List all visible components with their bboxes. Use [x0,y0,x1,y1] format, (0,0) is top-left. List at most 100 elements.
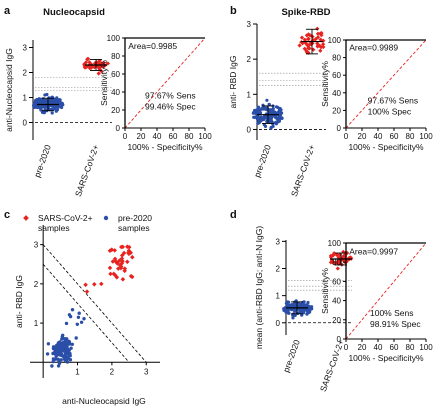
y-axis-label-d: mean (anti-RBD IgG; anti-N IgG) [254,226,264,349]
point-c-pre2020 [77,311,81,315]
point-a-pre2020 [41,99,45,103]
category-label-d-1: SARS-CoV-2+ [318,338,346,393]
panel-letter-b: b [230,5,237,17]
panel-letter-c: c [4,209,10,221]
roc-x-tick-label-b-roc-20: 20 [358,132,367,141]
roc-y-tick-label-d-roc-40: 40 [332,297,341,306]
point-a-pre2020 [59,102,64,106]
roc-y-tick-label-b-roc-20: 20 [332,106,341,115]
point-a-pre2020 [43,105,47,109]
roc-y-tick-label-a-roc-100: 100 [107,34,121,43]
point-c-sars [107,265,113,271]
point-a-sars [82,65,88,70]
legend-sublabel-1: samples [118,223,150,233]
point-c-sars [122,266,128,271]
y-tick-label-d-2: 2 [276,265,281,274]
point-c-pre2020 [56,364,61,368]
point-c-pre2020 [57,359,61,363]
point-a-pre2020 [57,98,61,103]
roc-y-tick-label-b-roc-40: 40 [332,89,341,98]
point-b-pre2020 [267,108,271,112]
category-label-d-0: pre-2020 [281,338,302,374]
point-c-pre2020 [55,351,59,355]
point-c-pre2020 [60,337,64,341]
roc-diagonal-d-roc [345,242,427,340]
point-b-sars [297,43,302,48]
point-d-pre2020 [287,311,291,315]
point-a-pre2020 [50,107,54,111]
roc-curve-b-roc [345,39,426,128]
point-b-pre2020 [258,111,262,115]
point-d-sars [335,266,340,271]
roc-x-label-a-roc: 100% - Specificity% [127,142,203,152]
point-c-sars [116,266,121,271]
point-b-sars [318,48,323,53]
roc-x-tick-label-a-roc-80: 80 [185,132,194,141]
roc-y-tick-label-a-roc-0: 0 [116,124,121,133]
point-b-pre2020 [279,111,283,115]
roc-auc-text-d-roc: Area=0.9997 [349,247,398,257]
point-c-pre2020 [64,321,69,326]
roc-x-tick-label-d-roc-100: 100 [419,343,433,352]
point-b-pre2020 [260,106,264,110]
point-c-pre2020 [76,315,81,319]
roc-y-tick-label-a-roc-20: 20 [111,106,120,115]
point-d-pre2020 [306,309,310,313]
roc-y-tick-label-d-roc-80: 80 [332,258,341,267]
category-label-b-1: SARS-CoV-2+ [289,143,317,198]
y-tick-label-c-3: 3 [34,241,39,250]
point-c-pre2020 [65,360,70,364]
roc-x-tick-label-b-roc-60: 60 [390,132,399,141]
x-tick-label-c-1: 1 [75,367,80,376]
panel-letter-d: d [230,209,237,221]
y-tick-label-c-1: 1 [34,319,39,328]
roc-y-tick-label-b-roc-0: 0 [337,124,342,133]
roc-y-tick-label-d-roc-60: 60 [332,277,341,286]
point-d-pre2020 [305,303,309,307]
point-c-sars [119,253,125,258]
panel-title-a: Nucleocapsid [43,7,105,18]
roc-x-tick-label-a-roc-100: 100 [198,132,212,141]
roc-y-tick-label-a-roc-40: 40 [111,88,120,97]
cutoff-line-c-1 [42,244,147,363]
roc-curve-d-roc [345,242,426,339]
roc-y-tick-label-b-roc-80: 80 [332,54,341,63]
roc-x-tick-label-a-roc-0: 0 [123,132,128,141]
point-b-pre2020 [277,116,281,121]
y-tick-label-b-0: 0 [247,125,252,134]
y-tick-label-b-3: 3 [247,20,252,29]
x-axis-label-c: anti-Nucleocapsid IgG [62,396,146,406]
point-c-pre2020 [46,342,51,346]
point-b-pre2020 [261,116,265,120]
point-b-sars [315,26,320,31]
point-c-pre2020 [70,342,75,346]
roc-y-tick-label-d-roc-100: 100 [328,239,342,248]
point-b-pre2020 [277,119,281,123]
roc-x-tick-label-d-roc-40: 40 [374,343,383,352]
point-c-pre2020 [75,322,80,326]
point-b-pre2020 [252,115,256,119]
roc-x-tick-label-d-roc-60: 60 [390,343,399,352]
point-a-pre2020 [54,109,58,113]
point-b-pre2020 [271,107,275,112]
point-b-pre2020 [274,105,279,109]
point-d-pre2020 [306,300,310,305]
point-a-pre2020 [50,111,54,115]
point-c-sars [128,273,134,279]
point-c-pre2020 [56,345,60,349]
point-a-pre2020 [33,99,38,103]
roc-x-tick-label-a-roc-40: 40 [153,132,162,141]
point-d-sars [336,258,341,264]
roc-x-tick-label-b-roc-100: 100 [419,132,433,141]
point-c-sars [92,282,97,287]
point-c-sars [117,263,123,268]
point-b-pre2020 [267,102,271,106]
point-c-pre2020 [45,352,50,356]
point-b-pre2020 [264,107,268,111]
point-c-pre2020 [53,357,58,361]
y-tick-label-a-3: 3 [23,44,28,53]
roc-spec-text-d-roc: 98.91% Spec [370,319,421,329]
point-d-sars [334,252,339,258]
y-axis-label-c: anti- RBD IgG [14,275,24,328]
